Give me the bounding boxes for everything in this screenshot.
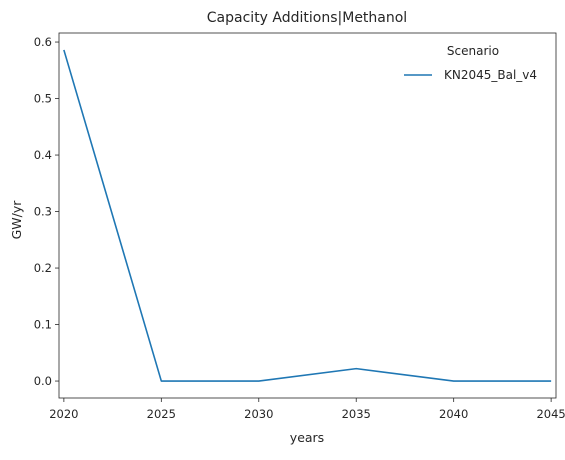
x-tick-label: 2040 (439, 407, 468, 421)
series-line (63, 49, 552, 382)
y-axis-title: GW/yr (9, 200, 24, 240)
x-tick-label: 2045 (536, 407, 565, 421)
plot-area: 0.0 0.1 0.2 0.3 0.4 0.5 0.6 2020 2025 2030 2035 204… (34, 32, 565, 421)
y-tick-label: 0.3 (34, 205, 52, 219)
legend: Scenario KN2045_Bal_v4 (404, 44, 537, 82)
chart-title: Capacity Additions|Methanol (207, 10, 407, 26)
y-tick-label: 0.6 (34, 35, 52, 49)
y-tick-label: 0.2 (34, 261, 52, 275)
x-tick-label: 2030 (244, 407, 273, 421)
x-tick-label: 2035 (342, 407, 371, 421)
y-tick-label: 0.1 (34, 318, 52, 332)
y-tick-label: 0.5 (34, 92, 52, 106)
legend-title: Scenario (447, 44, 499, 58)
plot-frame (58, 32, 557, 399)
legend-label: KN2045_Bal_v4 (444, 68, 537, 82)
x-axis-title: years (290, 430, 324, 445)
y-tick-label: 0.4 (34, 148, 52, 162)
x-tick-label: 2020 (49, 407, 78, 421)
x-tick-label: 2025 (147, 407, 176, 421)
y-tick-label: 0.0 (34, 374, 52, 388)
